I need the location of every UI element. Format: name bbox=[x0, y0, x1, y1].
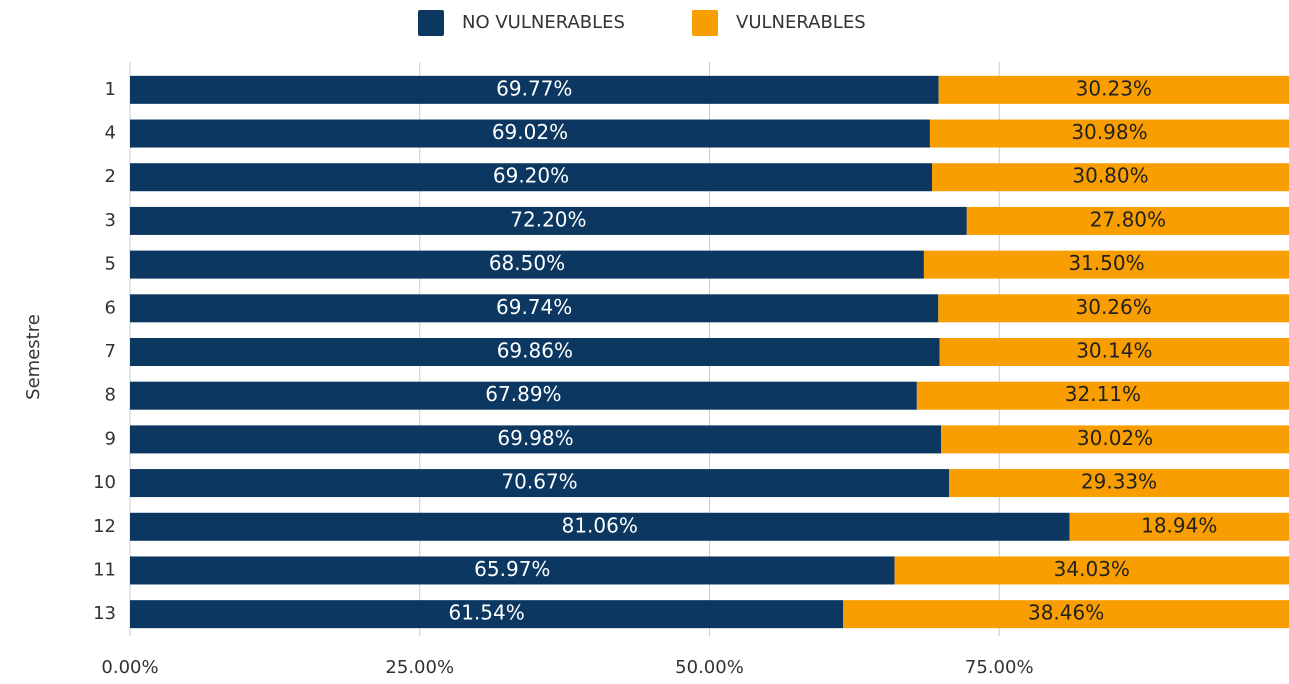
x-tick-label: 75.00% bbox=[965, 657, 1034, 678]
data-label: 72.20% bbox=[510, 207, 586, 231]
legend-label: NO VULNERABLES bbox=[462, 12, 625, 33]
y-tick-label: 10 bbox=[93, 472, 116, 493]
y-tick-label: 11 bbox=[93, 559, 116, 580]
legend-swatch bbox=[418, 10, 444, 36]
y-axis-label: Semestre bbox=[23, 314, 44, 400]
bar-segment bbox=[130, 338, 940, 366]
bar-segment bbox=[894, 556, 1289, 585]
data-label: 30.14% bbox=[1076, 339, 1152, 363]
data-label: 34.03% bbox=[1054, 557, 1130, 581]
bar-segment bbox=[130, 250, 924, 279]
bar-segment bbox=[130, 469, 950, 498]
bar-segment bbox=[932, 163, 1289, 192]
bar-segment bbox=[949, 469, 1289, 498]
bar-segment bbox=[130, 556, 895, 585]
y-tick-label: 8 bbox=[105, 385, 116, 406]
bar-segment bbox=[130, 512, 1070, 541]
bar-segment bbox=[130, 600, 844, 629]
x-tick-label: 50.00% bbox=[675, 657, 744, 678]
data-label: 30.23% bbox=[1076, 76, 1152, 100]
data-label: 30.80% bbox=[1072, 164, 1148, 188]
y-tick-label: 13 bbox=[93, 603, 116, 624]
data-label: 69.02% bbox=[492, 120, 568, 144]
data-label: 38.46% bbox=[1028, 601, 1104, 625]
bar-segment bbox=[938, 294, 1289, 323]
bar-segment bbox=[966, 206, 1289, 235]
y-tick-label: 7 bbox=[105, 341, 116, 362]
y-tick-label: 6 bbox=[105, 297, 116, 318]
bar-segment bbox=[1069, 512, 1289, 541]
y-tick-label: 5 bbox=[105, 254, 116, 275]
legend-swatch bbox=[692, 10, 718, 36]
bar-segment bbox=[938, 75, 1289, 104]
y-tick-label: 2 bbox=[105, 166, 116, 187]
data-label: 32.11% bbox=[1065, 382, 1141, 406]
y-tick-label: 1 bbox=[105, 79, 116, 100]
data-label: 30.02% bbox=[1077, 426, 1153, 450]
bar-segment bbox=[130, 163, 933, 192]
x-tick-label: 25.00% bbox=[385, 657, 454, 678]
y-tick-label: 3 bbox=[105, 210, 116, 231]
bar-segment bbox=[130, 206, 967, 235]
bar-segment bbox=[916, 381, 1289, 410]
bar-segment bbox=[130, 75, 939, 104]
data-label: 65.97% bbox=[474, 557, 550, 581]
data-label: 69.98% bbox=[497, 426, 573, 450]
bar-segment bbox=[929, 119, 1289, 148]
y-tick-label: 12 bbox=[93, 516, 116, 537]
data-label: 30.98% bbox=[1071, 120, 1147, 144]
data-label: 18.94% bbox=[1141, 513, 1217, 537]
bar-segment bbox=[130, 381, 917, 410]
data-label: 67.89% bbox=[485, 382, 561, 406]
bar-segment bbox=[939, 338, 1289, 366]
data-label: 69.20% bbox=[493, 164, 569, 188]
data-label: 30.26% bbox=[1076, 295, 1152, 319]
data-label: 61.54% bbox=[448, 601, 524, 625]
bar-segment bbox=[923, 250, 1289, 279]
data-label: 69.86% bbox=[497, 339, 573, 363]
data-label: 68.50% bbox=[489, 251, 565, 275]
bar-segment bbox=[843, 600, 1289, 629]
bar-segment bbox=[130, 425, 942, 454]
data-label: 81.06% bbox=[562, 513, 638, 537]
data-label: 69.74% bbox=[496, 295, 572, 319]
data-label: 29.33% bbox=[1081, 470, 1157, 494]
bar-segment bbox=[130, 119, 930, 148]
legend-label: VULNERABLES bbox=[736, 12, 866, 33]
data-label: 70.67% bbox=[501, 470, 577, 494]
y-tick-label: 4 bbox=[105, 123, 116, 144]
y-tick-label: 9 bbox=[105, 428, 116, 449]
bar-segment bbox=[941, 425, 1289, 454]
data-label: 69.77% bbox=[496, 76, 572, 100]
bar-segment bbox=[130, 294, 939, 323]
data-label: 27.80% bbox=[1090, 207, 1166, 231]
data-label: 31.50% bbox=[1068, 251, 1144, 275]
x-tick-label: 0.00% bbox=[101, 657, 158, 678]
